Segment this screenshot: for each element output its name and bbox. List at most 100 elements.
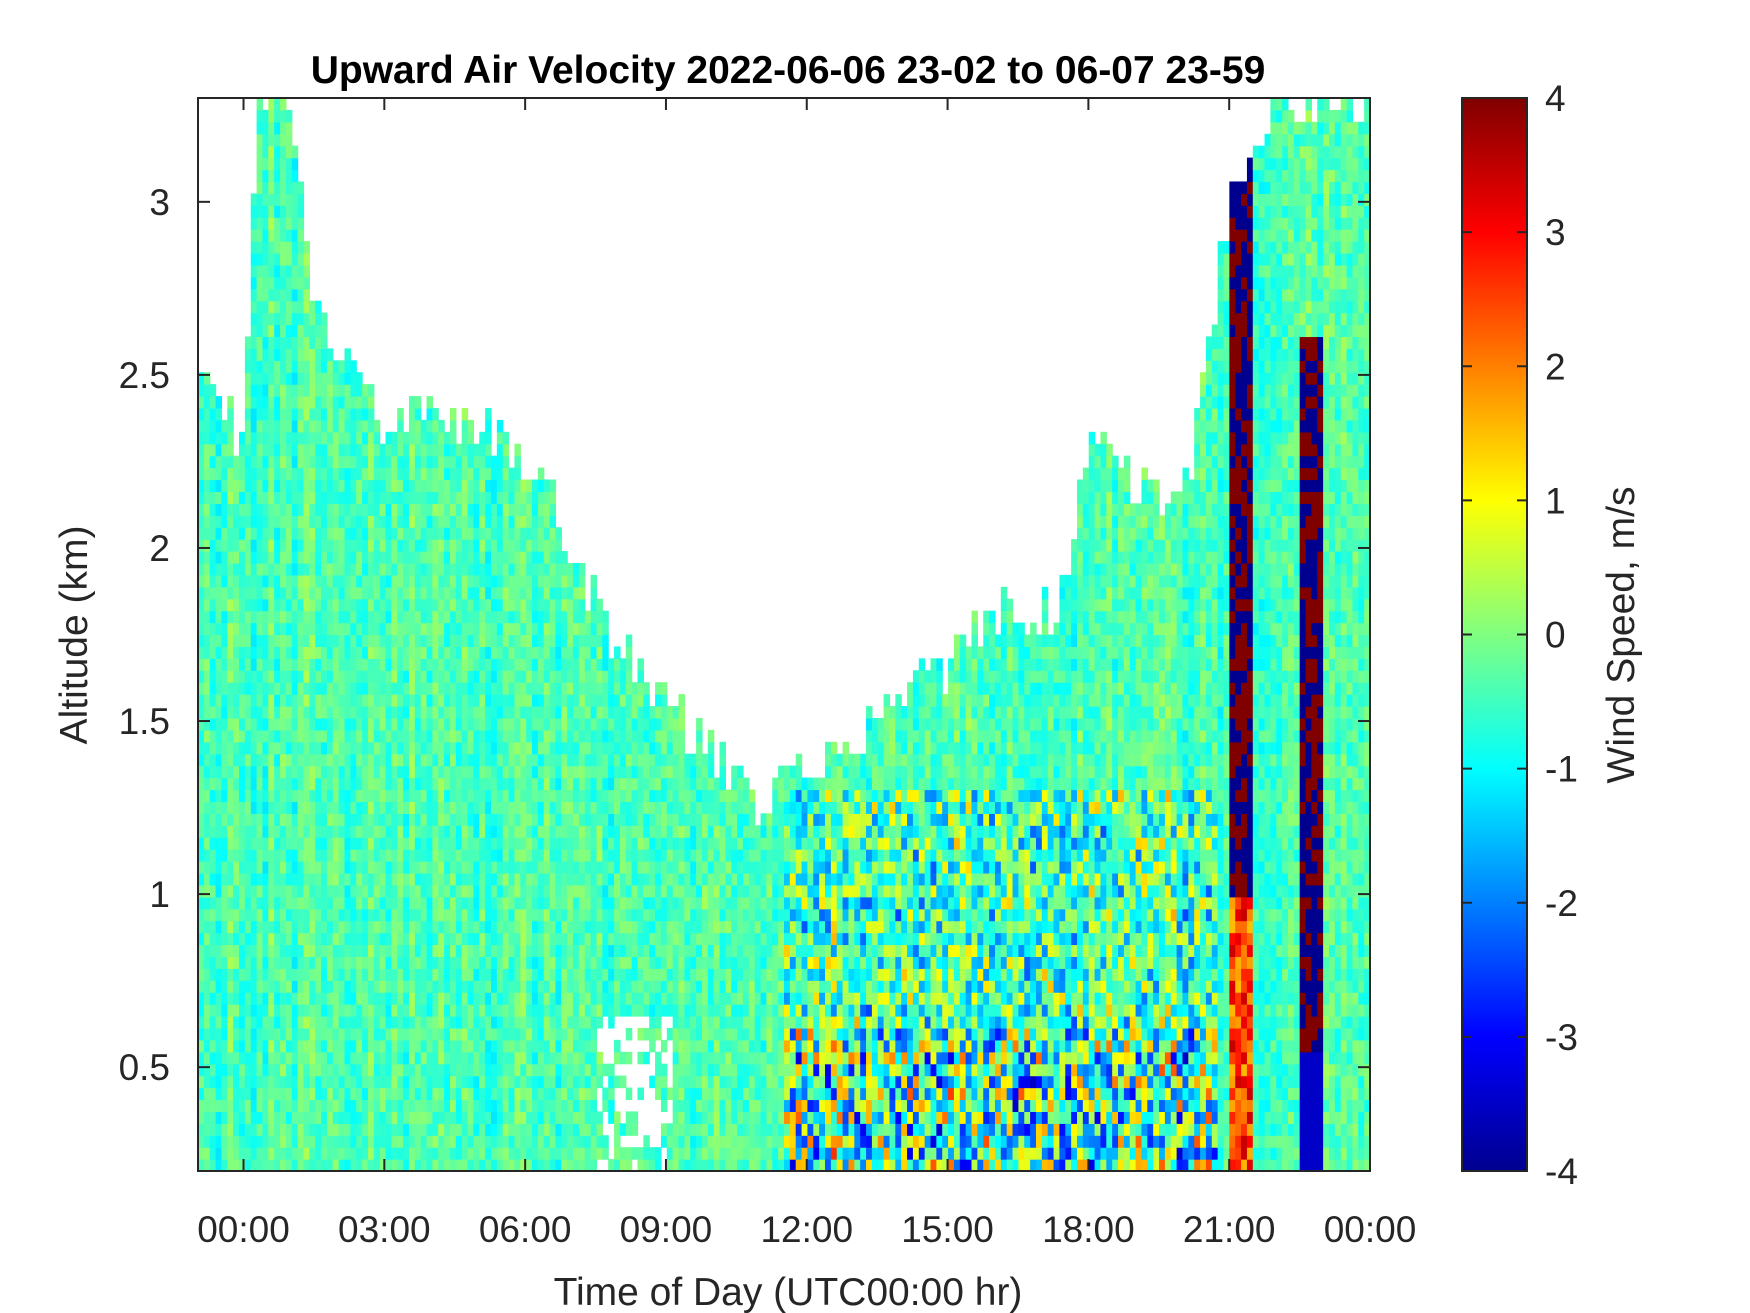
heatmap-cell [508, 610, 516, 624]
heatmap-cell [356, 1087, 363, 1101]
heatmap-cell [485, 777, 492, 791]
heatmap-cell [432, 872, 439, 886]
heatmap-cell [549, 1027, 557, 1041]
heatmap-cell [561, 825, 568, 838]
heatmap-cell [532, 1159, 539, 1172]
heatmap-cell [403, 849, 410, 862]
heatmap-cell [344, 753, 351, 767]
heatmap-cell [496, 980, 504, 993]
heatmap-cell [227, 551, 234, 564]
heatmap-cell [379, 849, 387, 862]
heatmap-cell [233, 861, 240, 874]
heatmap-cell [637, 777, 644, 791]
heatmap-cell [590, 765, 598, 779]
heatmap-cell [584, 956, 592, 969]
heatmap-cell [485, 896, 492, 910]
heatmap-cell [315, 598, 322, 612]
heatmap-cell [438, 741, 445, 755]
heatmap-cell [350, 598, 357, 612]
heatmap-cell [449, 801, 457, 814]
heatmap-cell [291, 598, 299, 612]
heatmap-cell [420, 753, 428, 767]
heatmap-cell [408, 1063, 416, 1077]
heatmap-cell [303, 1135, 310, 1148]
heatmap-cell [332, 717, 340, 731]
heatmap-cell [203, 896, 211, 910]
heatmap-cell [198, 670, 205, 683]
heatmap-cell [297, 1051, 305, 1065]
heatmap-cell [449, 658, 457, 671]
heatmap-cell [198, 1087, 205, 1101]
heatmap-cell [262, 562, 269, 576]
heatmap-cell [438, 1004, 445, 1017]
heatmap-cell [584, 1135, 592, 1148]
heatmap-cell [315, 384, 322, 397]
heatmap-cell [537, 503, 545, 516]
heatmap-cell [491, 491, 498, 504]
heatmap-cell [344, 491, 351, 504]
heatmap-cell [555, 1111, 562, 1124]
heatmap-cell [608, 1004, 615, 1017]
heatmap-cell [543, 1111, 551, 1124]
heatmap-cell [666, 813, 674, 826]
heatmap-cell [280, 252, 287, 266]
heatmap-cell [508, 908, 516, 922]
heatmap-cell [209, 872, 217, 886]
heatmap-cell [543, 992, 551, 1005]
heatmap-cell [672, 992, 680, 1005]
heatmap-cell [274, 431, 281, 445]
heatmap-cell [596, 1123, 603, 1136]
heatmap-cell [461, 694, 469, 707]
heatmap-cell [496, 634, 504, 648]
heatmap-cell [449, 872, 457, 886]
heatmap-cell [280, 694, 287, 707]
heatmap-cell [543, 1039, 551, 1053]
heatmap-cell [239, 1099, 246, 1112]
heatmap-cell [274, 920, 281, 934]
heatmap-cell [578, 1039, 586, 1053]
heatmap-cell [526, 515, 533, 528]
heatmap-cell [209, 1147, 217, 1160]
heatmap-cell [297, 515, 305, 528]
heatmap-cell [602, 1087, 609, 1101]
heatmap-cell [198, 1004, 205, 1017]
heatmap-cell [291, 634, 299, 648]
heatmap-cell [350, 944, 357, 957]
heatmap-cell [215, 515, 223, 528]
heatmap-cell [262, 694, 269, 707]
heatmap-cell [537, 646, 545, 659]
heatmap-cell [625, 992, 633, 1005]
heatmap-cell [567, 765, 574, 779]
heatmap-cell [584, 789, 592, 803]
heatmap-cell [496, 706, 504, 719]
heatmap-cell [274, 205, 281, 218]
heatmap-cell [321, 1016, 328, 1029]
heatmap-cell [321, 765, 328, 779]
heatmap-cell [602, 765, 609, 779]
heatmap-cell [285, 300, 293, 314]
heatmap-cell [198, 1027, 205, 1041]
heatmap-cell [250, 861, 258, 874]
heatmap-cell [625, 861, 633, 874]
heatmap-cell [221, 1087, 228, 1101]
heatmap-cell [455, 574, 463, 588]
heatmap-cell [561, 694, 568, 707]
heatmap-cell [209, 1135, 217, 1148]
heatmap-cell [619, 765, 627, 779]
heatmap-cell [532, 884, 539, 898]
heatmap-cell [344, 479, 351, 493]
heatmap-cell [631, 825, 639, 838]
heatmap-cell [250, 634, 258, 648]
heatmap-cell [508, 622, 516, 636]
heatmap-cell [491, 1123, 498, 1136]
heatmap-cell [203, 491, 211, 504]
heatmap-cell [619, 682, 627, 695]
heatmap-cell [455, 849, 463, 862]
heatmap-cell [467, 1087, 475, 1101]
heatmap-cell [198, 551, 205, 564]
heatmap-cell [479, 1147, 486, 1160]
heatmap-cell [203, 634, 211, 648]
heatmap-cell [285, 264, 293, 278]
heatmap-cell [315, 741, 322, 755]
heatmap-cell [537, 813, 545, 826]
